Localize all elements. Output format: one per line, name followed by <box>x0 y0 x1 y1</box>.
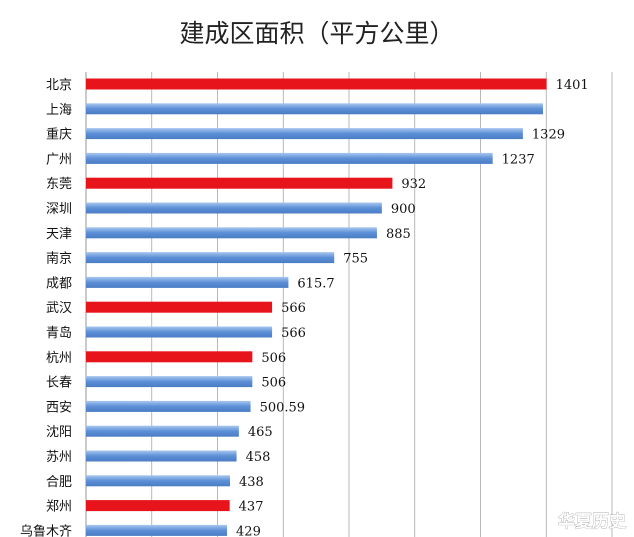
value-label: 429 <box>236 524 261 537</box>
bar-沈阳 <box>86 425 239 437</box>
bar-武汉 <box>86 301 273 313</box>
bar-天津 <box>86 227 377 239</box>
value-label: 1237 <box>502 152 535 167</box>
category-label: 上海 <box>46 103 72 118</box>
category-label: 郑州 <box>46 500 72 515</box>
value-label: 437 <box>239 500 264 515</box>
value-label: 500.59 <box>260 400 306 415</box>
bar-乌鲁木齐 <box>86 524 228 536</box>
category-label: 东莞 <box>46 177 72 192</box>
bar-深圳 <box>86 202 382 214</box>
bar-长春 <box>86 376 253 388</box>
bar-广州 <box>86 152 493 164</box>
value-label: 566 <box>281 326 306 341</box>
value-label: 755 <box>343 252 368 267</box>
chart-title: 建成区面积（平方公里） <box>179 19 454 48</box>
value-label: 506 <box>261 351 286 366</box>
bar-重庆 <box>86 128 523 140</box>
value-label: 885 <box>386 227 411 242</box>
bar-南京 <box>86 252 335 264</box>
bar-西安 <box>86 400 251 412</box>
value-label: 1401 <box>556 78 589 93</box>
category-label: 杭州 <box>46 351 72 366</box>
value-label: 1329 <box>532 128 565 143</box>
category-label: 重庆 <box>46 127 72 143</box>
bar-东莞 <box>86 177 393 189</box>
category-label: 西安 <box>46 400 72 415</box>
bar-郑州 <box>86 500 230 512</box>
category-label: 北京 <box>46 78 72 93</box>
bars <box>86 78 547 536</box>
category-label: 青岛 <box>46 325 72 341</box>
value-label: 465 <box>248 425 273 440</box>
category-label: 广州 <box>46 152 72 167</box>
category-label: 南京 <box>46 251 72 267</box>
value-label: 615.7 <box>297 276 334 291</box>
category-label: 合肥 <box>46 475 72 490</box>
value-label: 900 <box>391 202 416 217</box>
value-label: 458 <box>246 450 271 465</box>
category-label: 苏州 <box>46 449 72 465</box>
bar-成都 <box>86 276 289 288</box>
value-label: 506 <box>261 376 286 391</box>
value-label: 438 <box>239 475 264 490</box>
value-label: 566 <box>281 301 306 316</box>
bar-青岛 <box>86 326 273 338</box>
category-label: 沈阳 <box>46 425 72 440</box>
bar-杭州 <box>86 351 253 363</box>
bar-北京 <box>86 78 547 90</box>
watermark: 华夏历史 <box>558 511 627 532</box>
category-label: 长春 <box>46 376 72 391</box>
category-label: 武汉 <box>46 301 72 316</box>
bar-苏州 <box>86 450 237 462</box>
value-label: 932 <box>401 177 426 192</box>
category-label: 深圳 <box>46 202 72 217</box>
value-labels: 1401 1329 1237 932 900 885 755 615.7 566 566 506 50… <box>236 78 589 537</box>
category-label: 成都 <box>46 276 72 291</box>
bar-上海 <box>86 103 543 115</box>
bar-合肥 <box>86 475 230 487</box>
category-label: 天津 <box>46 227 72 242</box>
category-label: 乌鲁木齐 <box>20 523 72 537</box>
